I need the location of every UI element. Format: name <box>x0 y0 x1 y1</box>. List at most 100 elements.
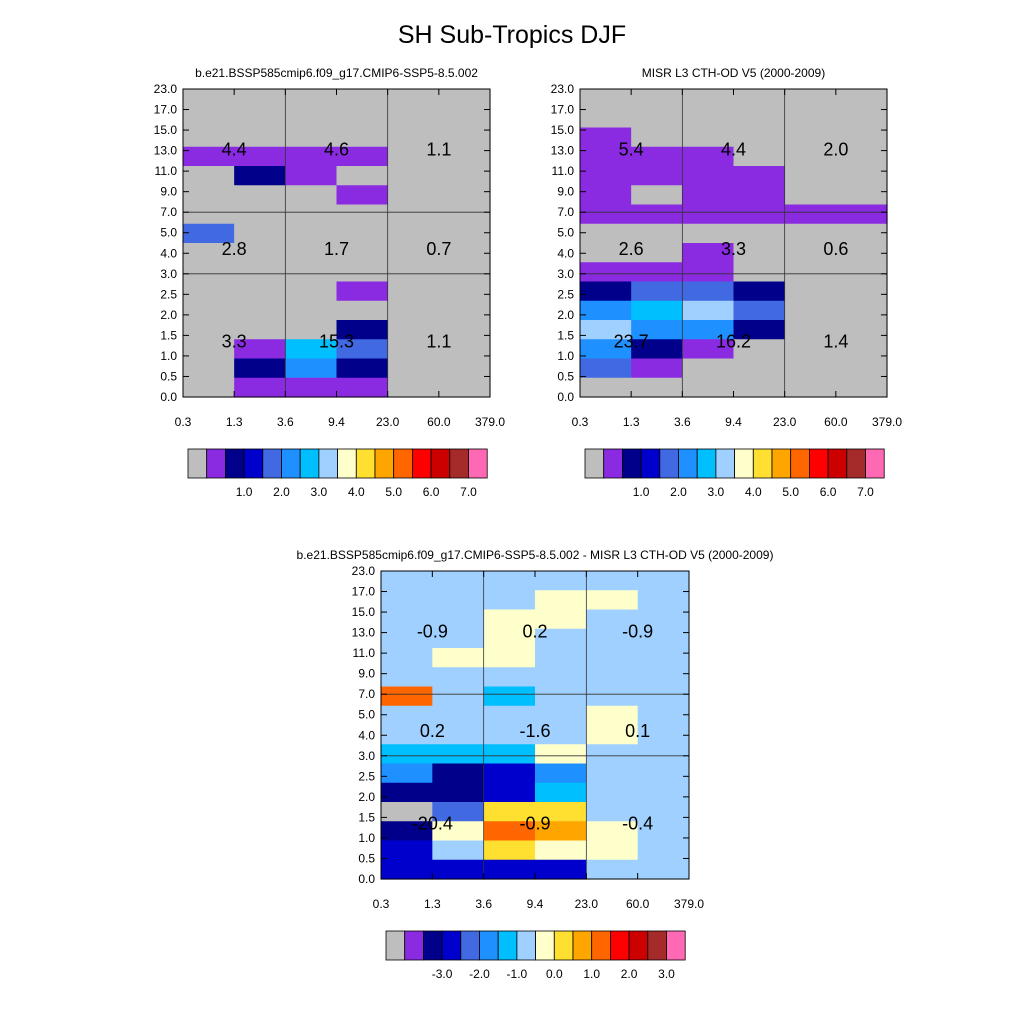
heatmap-cell <box>535 782 587 803</box>
heatmap-cell <box>336 320 389 340</box>
heatmap-cell <box>586 590 639 611</box>
heatmap-cell <box>438 146 491 167</box>
colorbar-label: 0.0 <box>546 967 563 981</box>
colorbar-swatch <box>460 930 480 961</box>
heatmap-cell <box>438 89 491 109</box>
heatmap-cell <box>432 571 485 591</box>
heatmap-cell <box>387 127 440 148</box>
heatmap-cell <box>784 185 837 206</box>
group-value-label: -0.4 <box>622 814 653 834</box>
group-value-label: 4.4 <box>222 140 247 160</box>
heatmap-cell <box>733 262 786 283</box>
heatmap-cell <box>580 146 632 167</box>
heatmap-cell <box>183 339 235 360</box>
y-tick-label: 11.0 <box>552 164 575 178</box>
heatmap-cell <box>183 166 235 186</box>
heatmap-cell <box>835 300 888 321</box>
heatmap-cell <box>586 821 639 842</box>
heatmap-cell <box>285 320 338 340</box>
heatmap-cell <box>285 243 338 263</box>
heatmap-cell <box>637 763 690 784</box>
heatmap-cell <box>733 185 786 206</box>
colorbar-swatch <box>666 930 686 961</box>
heatmap-cell <box>535 628 587 649</box>
colorbar-swatch <box>468 448 488 479</box>
colorbar-label: 5.0 <box>385 485 402 499</box>
y-tick-label: 11.0 <box>155 164 178 178</box>
heatmap-cell <box>784 108 837 129</box>
heatmap-cell <box>438 108 491 129</box>
heatmap-cell <box>387 89 440 109</box>
y-tick-label: 4.0 <box>358 728 375 742</box>
y-tick-label: 11.0 <box>353 646 376 660</box>
heatmap-cell <box>835 339 888 360</box>
heatmap-cell <box>432 840 485 861</box>
y-tick-label: 13.0 <box>551 144 575 158</box>
heatmap-cell <box>586 705 639 726</box>
heatmap-cell <box>733 320 786 340</box>
colorbar-label: -2.0 <box>469 967 490 981</box>
panels-group: b.e21.BSSP585cmip6.f09_g17.CMIP6-SSP5-8.… <box>154 66 903 981</box>
heatmap-cell <box>381 571 433 591</box>
colorbar-label: 7.0 <box>857 485 874 499</box>
x-tick-label: 379.0 <box>674 897 704 911</box>
colorbar: 1.0 2.0 3.0 4.0 5.0 6.0 7.0 <box>187 448 488 499</box>
heatmap-cell <box>432 821 485 842</box>
heatmap-cell <box>733 358 786 379</box>
heatmap-cell <box>285 300 338 321</box>
colorbar-label: 6.0 <box>423 485 440 499</box>
colorbar-label: 6.0 <box>820 485 837 499</box>
heatmap-cell <box>631 108 683 129</box>
group-value-label: -0.9 <box>622 622 653 642</box>
heatmap-cell <box>580 339 632 360</box>
y-tick-label: 9.0 <box>557 185 574 199</box>
heatmap-cell <box>682 339 735 360</box>
heatmap-cell <box>387 223 440 244</box>
y-tick-label: 15.0 <box>154 123 178 137</box>
heatmap-cell <box>733 204 786 225</box>
heatmap-cell <box>183 185 235 206</box>
heatmap-cell <box>580 185 632 206</box>
colorbar-swatch <box>734 448 754 479</box>
y-tick-label: 1.0 <box>160 349 177 363</box>
heatmap-cell <box>387 108 440 129</box>
heatmap-cell <box>637 686 690 707</box>
heatmap-cell <box>682 127 735 148</box>
heatmap-cell <box>183 262 235 283</box>
y-tick-label: 0.5 <box>358 851 375 865</box>
heatmap-cell <box>387 320 440 340</box>
group-value-label: 0.7 <box>426 239 451 259</box>
heatmap-cell <box>580 358 632 379</box>
heatmap-cell <box>637 609 690 630</box>
heatmap-cell <box>535 821 587 842</box>
colorbar-swatch <box>187 448 208 479</box>
heatmap-cell <box>835 320 888 340</box>
y-tick-label: 9.0 <box>160 185 177 199</box>
heatmap-cell <box>682 377 735 398</box>
heatmap-cell <box>432 782 485 803</box>
colorbar-swatch <box>422 930 443 961</box>
heatmap-cell <box>381 859 433 880</box>
colorbar-swatch <box>846 448 866 479</box>
heatmap-cell <box>432 667 485 688</box>
heatmap-cell <box>336 185 389 206</box>
x-tick-label: 3.6 <box>475 897 492 911</box>
heatmap-cell <box>432 590 485 611</box>
heatmap-cell <box>580 108 632 129</box>
heatmap-cell <box>733 281 786 302</box>
heatmap-cell <box>336 108 389 129</box>
heatmap-cell <box>580 243 632 263</box>
figure-title: SH Sub-Tropics DJF <box>398 21 626 49</box>
heatmap-cell <box>336 166 389 186</box>
heatmap-cell <box>381 821 433 842</box>
heatmap-cell <box>483 705 536 726</box>
colorbar-swatch <box>696 448 717 479</box>
y-tick-label: 2.0 <box>557 308 574 322</box>
heatmap-cell <box>183 89 235 109</box>
colorbar-label: 2.0 <box>621 967 638 981</box>
panel-title: b.e21.BSSP585cmip6.f09_g17.CMIP6-SSP5-8.… <box>195 66 478 80</box>
heatmap-cell <box>183 243 235 263</box>
group-value-label: 1.1 <box>426 140 451 160</box>
x-tick-label: 23.0 <box>575 897 599 911</box>
heatmap-cell <box>835 108 888 129</box>
